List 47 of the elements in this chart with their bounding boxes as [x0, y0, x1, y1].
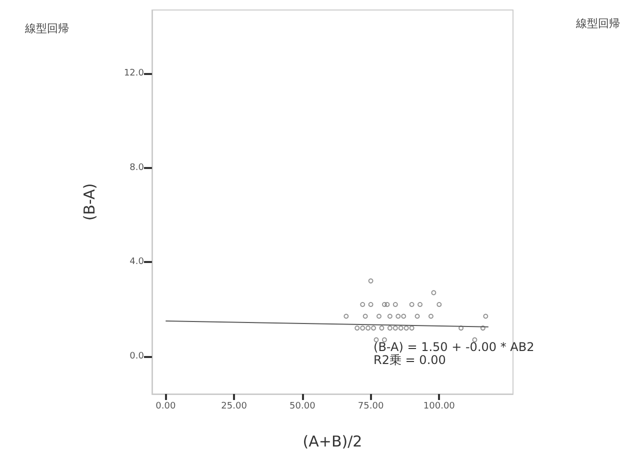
point	[398, 326, 404, 331]
point	[354, 326, 360, 331]
x-tick-label: 25.00	[221, 402, 248, 412]
point	[409, 326, 414, 331]
point	[360, 326, 366, 331]
point	[458, 326, 464, 331]
point	[483, 314, 488, 319]
point	[379, 326, 384, 331]
point	[366, 326, 371, 331]
point	[392, 302, 398, 307]
point	[480, 326, 486, 331]
x-tick-label: 100.00	[423, 402, 456, 412]
x-tick-label: 50.00	[290, 402, 316, 412]
y-tick-label: 0.0	[130, 351, 144, 362]
y-tick-label: 12.0	[124, 68, 144, 79]
point	[368, 278, 374, 284]
point	[360, 302, 366, 307]
point	[387, 326, 392, 331]
text: 線型回帰	[575, 17, 620, 30]
point	[362, 314, 368, 319]
point	[371, 326, 376, 331]
x-axis-title: (A+B)/2	[302, 432, 362, 450]
point	[368, 302, 374, 307]
point	[436, 302, 442, 307]
annotation: (B-A) = 1.50 + -0.00 * AB2	[374, 340, 534, 354]
x-tick-label: 75.00	[358, 402, 384, 412]
point	[384, 302, 390, 307]
point	[392, 326, 398, 331]
annotation: R2乗 = 0.00	[374, 353, 446, 368]
point	[404, 326, 409, 331]
point	[418, 302, 423, 307]
point	[382, 302, 387, 307]
point	[414, 314, 420, 319]
point	[409, 302, 414, 307]
y-axis-title: (B-A)	[80, 183, 98, 221]
point	[401, 314, 406, 319]
x-tick-label: 0.00	[156, 402, 176, 412]
point	[376, 314, 382, 319]
text: 線型回帰	[24, 22, 69, 35]
point	[396, 314, 401, 319]
point	[431, 290, 436, 296]
point	[428, 314, 434, 319]
y-tick-label: 8.0	[130, 162, 144, 173]
point	[344, 314, 349, 319]
point	[472, 337, 478, 342]
y-tick-label: 4.0	[130, 257, 144, 268]
point	[387, 314, 392, 319]
